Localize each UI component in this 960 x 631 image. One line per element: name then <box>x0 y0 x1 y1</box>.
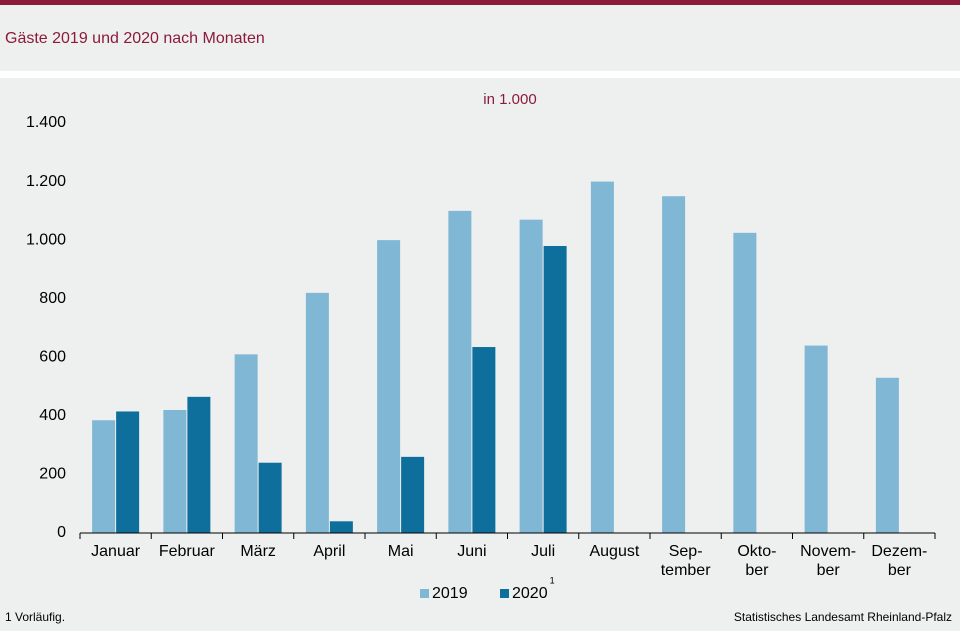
bar <box>543 246 567 533</box>
x-tick-label: Sep-tember <box>661 543 711 579</box>
y-tick-label: 0 <box>57 524 66 541</box>
x-tick-label: Februar <box>159 543 216 560</box>
bar <box>472 347 496 533</box>
legend-note-marker: 1 <box>550 575 555 585</box>
bar <box>377 240 401 533</box>
bar <box>804 345 828 533</box>
x-tick-label: April <box>313 543 345 560</box>
bar <box>733 232 757 534</box>
separator <box>0 71 960 78</box>
y-tick-label: 1.400 <box>26 114 66 131</box>
bar <box>875 377 899 533</box>
x-tick-label: Okto-ber <box>737 543 776 579</box>
bar <box>329 521 353 533</box>
legend-swatch <box>500 589 509 598</box>
bar <box>163 410 187 533</box>
x-tick-label: Juni <box>457 543 486 560</box>
bar <box>92 420 116 533</box>
y-tick-label: 600 <box>39 349 66 366</box>
legend-label: 2019 <box>432 585 468 602</box>
source: Statistisches Landesamt Rheinland-Pfalz <box>734 610 952 624</box>
chart-subtitle: in 1.000 <box>483 91 536 108</box>
x-tick-label: Juli <box>531 543 555 560</box>
x-tick-label: August <box>589 543 639 560</box>
bar <box>662 196 686 533</box>
footnote: 1 Vorläufig. <box>5 610 65 624</box>
bar <box>187 396 211 533</box>
bar <box>258 462 282 533</box>
top-bar <box>0 0 960 5</box>
legend-label: 2020 <box>512 585 548 602</box>
y-tick-label: 400 <box>39 407 66 424</box>
y-tick-label: 200 <box>39 466 66 483</box>
x-tick-label: Mai <box>388 543 414 560</box>
x-tick-label: März <box>240 543 276 560</box>
x-tick-label: Novem-ber <box>800 543 856 579</box>
bar <box>116 411 140 533</box>
chart-title: Gäste 2019 und 2020 nach Monaten <box>5 30 265 47</box>
bar <box>448 210 472 533</box>
bar <box>401 456 425 533</box>
y-tick-label: 1.200 <box>26 173 66 190</box>
bar <box>519 219 543 533</box>
y-tick-label: 800 <box>39 290 66 307</box>
bar <box>305 292 329 533</box>
y-tick-label: 1.000 <box>26 231 66 248</box>
legend-swatch <box>420 589 429 598</box>
x-tick-label: Januar <box>91 543 141 560</box>
bar <box>590 181 614 534</box>
x-tick-label: Dezem-ber <box>871 543 927 579</box>
bar <box>234 354 258 533</box>
